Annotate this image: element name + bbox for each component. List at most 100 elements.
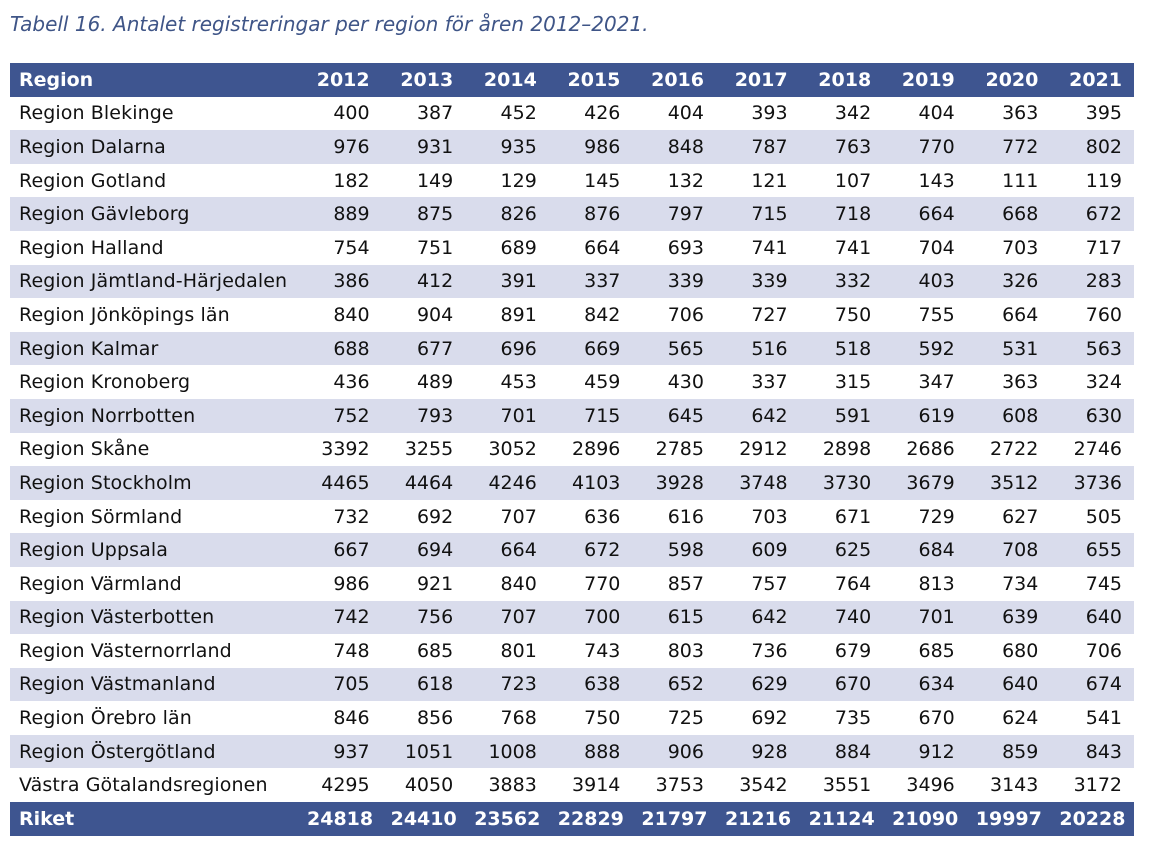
- value-cell: 145: [584, 169, 621, 192]
- value-cell: 742: [333, 606, 370, 629]
- value-cell: 703: [751, 505, 788, 528]
- value-cell: 793: [416, 404, 454, 427]
- value-cell: 694: [416, 539, 454, 562]
- value-cell: 624: [1002, 707, 1039, 730]
- value-cell: 732: [333, 505, 370, 528]
- region-name-cell: Region Stockholm: [19, 471, 192, 494]
- value-cell: 625: [834, 539, 872, 562]
- value-cell: 685: [416, 639, 454, 662]
- value-cell: 642: [751, 404, 788, 427]
- registrations-table: Region 2012 2013 2014 2015 2016 2017 201…: [10, 63, 1134, 837]
- value-cell: 4465: [321, 471, 370, 494]
- value-cell: 884: [834, 740, 872, 763]
- value-cell: 430: [667, 371, 704, 394]
- value-cell: 395: [1085, 102, 1122, 125]
- header-year: 2012: [316, 68, 370, 91]
- value-cell: 680: [1002, 639, 1039, 662]
- value-cell: 363: [1002, 371, 1039, 394]
- value-cell: 619: [918, 404, 955, 427]
- value-cell: 630: [1085, 404, 1122, 427]
- total-value: 21797: [641, 808, 708, 831]
- value-cell: 2722: [990, 438, 1039, 461]
- table-row: Region Västernorrland 748 685 801 743 803 736 6…: [10, 634, 1134, 668]
- region-name-cell: Västra Götalandsregionen: [19, 774, 268, 797]
- value-cell: 708: [1002, 539, 1039, 562]
- value-cell: 182: [333, 169, 370, 192]
- table-row: Region Norrbotten 752 793 701 715 645 642 591 61…: [10, 398, 1134, 433]
- value-cell: 770: [584, 572, 621, 595]
- value-cell: 2896: [572, 438, 621, 461]
- value-cell: 801: [500, 639, 537, 662]
- value-cell: 906: [667, 740, 704, 763]
- value-cell: 337: [751, 371, 788, 394]
- value-cell: 876: [584, 203, 621, 226]
- value-cell: 741: [751, 236, 788, 259]
- value-cell: 563: [1085, 337, 1122, 360]
- value-cell: 2746: [1073, 438, 1122, 461]
- value-cell: 763: [834, 135, 872, 158]
- table-row: Region Östergötland 937 1051 1008 888 906 928 8…: [10, 734, 1134, 769]
- region-name-cell: Region Uppsala: [19, 539, 168, 562]
- table-row: Region Dalarna 976 931 935 986 848 787 763 770 77…: [10, 130, 1134, 164]
- value-cell: 693: [667, 236, 704, 259]
- value-cell: 664: [500, 539, 537, 562]
- value-cell: 725: [667, 707, 704, 730]
- value-cell: 670: [918, 707, 955, 730]
- region-name-cell: Region Västmanland: [19, 673, 216, 696]
- value-cell: 363: [1002, 102, 1039, 125]
- table-row: Region Blekinge 400 387 452 426 404 393 342 404 3…: [10, 97, 1134, 131]
- value-cell: 986: [333, 572, 370, 595]
- value-cell: 928: [751, 740, 788, 763]
- value-cell: 642: [751, 606, 788, 629]
- value-cell: 3496: [906, 774, 955, 797]
- value-cell: 412: [416, 270, 454, 293]
- value-cell: 391: [500, 270, 537, 293]
- value-cell: 3928: [655, 471, 704, 494]
- total-value: 24818: [307, 808, 374, 831]
- value-cell: 143: [918, 169, 955, 192]
- header-year: 2018: [818, 68, 872, 91]
- value-cell: 452: [500, 102, 537, 125]
- value-cell: 598: [667, 539, 704, 562]
- value-cell: 715: [751, 203, 788, 226]
- header-region: Region: [19, 68, 94, 91]
- value-cell: 3052: [488, 438, 537, 461]
- value-cell: 679: [834, 639, 872, 662]
- value-cell: 111: [1002, 169, 1039, 192]
- value-cell: 2912: [739, 438, 788, 461]
- total-value: 21216: [724, 808, 792, 831]
- header-year: 2019: [901, 68, 955, 91]
- value-cell: 748: [333, 639, 370, 662]
- value-cell: 674: [1085, 673, 1122, 696]
- total-value: 24410: [390, 808, 457, 831]
- value-cell: 751: [416, 236, 454, 259]
- value-cell: 976: [333, 135, 370, 158]
- value-cell: 615: [667, 606, 704, 629]
- value-cell: 129: [500, 169, 537, 192]
- value-cell: 4295: [321, 774, 370, 797]
- value-cell: 715: [584, 404, 621, 427]
- value-cell: 692: [416, 505, 454, 528]
- value-cell: 3679: [906, 471, 955, 494]
- value-cell: 706: [667, 303, 704, 326]
- value-cell: 756: [416, 606, 454, 629]
- total-label: Riket: [19, 808, 75, 831]
- value-cell: 760: [1085, 303, 1122, 326]
- value-cell: 670: [834, 673, 872, 696]
- value-cell: 889: [333, 203, 370, 226]
- value-cell: 4246: [488, 471, 537, 494]
- value-cell: 736: [751, 639, 788, 662]
- table-body: Region Blekinge 400 387 452 426 404 393 342 404 3…: [10, 97, 1134, 802]
- value-cell: 629: [751, 673, 788, 696]
- total-value: 22829: [557, 808, 624, 831]
- value-cell: 757: [751, 572, 788, 595]
- value-cell: 3753: [655, 774, 704, 797]
- value-cell: 931: [416, 135, 454, 158]
- region-name-cell: Region Kronoberg: [19, 371, 191, 394]
- value-cell: 531: [1002, 337, 1039, 360]
- value-cell: 797: [667, 203, 704, 226]
- value-cell: 1051: [404, 740, 454, 763]
- value-cell: 640: [1085, 606, 1122, 629]
- value-cell: 750: [834, 303, 872, 326]
- value-cell: 671: [834, 505, 872, 528]
